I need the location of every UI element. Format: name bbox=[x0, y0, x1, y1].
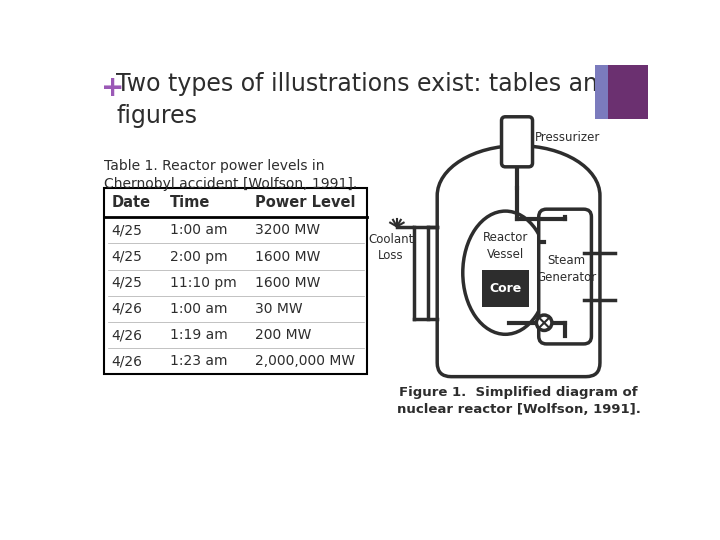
Bar bbox=[595, 65, 608, 119]
Text: 11:10 pm: 11:10 pm bbox=[170, 276, 237, 289]
Text: Figure 1.  Simplified diagram of
nuclear reactor [Wolfson, 1991].: Figure 1. Simplified diagram of nuclear … bbox=[397, 386, 641, 416]
Text: Time: Time bbox=[170, 195, 210, 210]
Text: 4/25: 4/25 bbox=[112, 224, 143, 238]
Text: Pressurizer: Pressurizer bbox=[535, 131, 600, 144]
Text: 1600 MW: 1600 MW bbox=[255, 249, 320, 264]
Circle shape bbox=[536, 315, 552, 330]
Text: 2:00 pm: 2:00 pm bbox=[170, 249, 228, 264]
Text: 4/26: 4/26 bbox=[112, 302, 143, 316]
Bar bbox=[482, 271, 528, 307]
Text: Steam
Generator: Steam Generator bbox=[536, 254, 597, 284]
Text: 4/25: 4/25 bbox=[112, 276, 143, 289]
Text: 1:00 am: 1:00 am bbox=[170, 302, 228, 316]
Text: 1:19 am: 1:19 am bbox=[170, 328, 228, 342]
Text: 200 MW: 200 MW bbox=[255, 328, 312, 342]
PathPatch shape bbox=[437, 146, 600, 377]
Text: 4/26: 4/26 bbox=[112, 354, 143, 368]
Text: Two types of illustrations exist: tables and
figures: Two types of illustrations exist: tables… bbox=[117, 72, 613, 128]
FancyBboxPatch shape bbox=[539, 209, 591, 344]
Bar bbox=[608, 65, 648, 119]
Text: +: + bbox=[101, 74, 125, 102]
Text: Coolant
Loss: Coolant Loss bbox=[368, 233, 413, 262]
Text: 3200 MW: 3200 MW bbox=[255, 224, 320, 238]
Text: 1:00 am: 1:00 am bbox=[170, 224, 228, 238]
Text: 4/26: 4/26 bbox=[112, 328, 143, 342]
Text: Table 1. Reactor power levels in
Chernobyl accident [Wolfson, 1991].: Table 1. Reactor power levels in Chernob… bbox=[104, 159, 357, 191]
Ellipse shape bbox=[463, 211, 548, 334]
Text: Date: Date bbox=[112, 195, 150, 210]
Text: 1:23 am: 1:23 am bbox=[170, 354, 228, 368]
FancyBboxPatch shape bbox=[502, 117, 533, 167]
Text: 30 MW: 30 MW bbox=[255, 302, 302, 316]
Text: Core: Core bbox=[490, 282, 521, 295]
Text: 4/25: 4/25 bbox=[112, 249, 143, 264]
Text: 1600 MW: 1600 MW bbox=[255, 276, 320, 289]
Text: Reactor
Vessel: Reactor Vessel bbox=[482, 231, 528, 260]
Text: Power Level: Power Level bbox=[255, 195, 356, 210]
Bar bbox=[104, 188, 367, 374]
Text: 2,000,000 MW: 2,000,000 MW bbox=[255, 354, 355, 368]
